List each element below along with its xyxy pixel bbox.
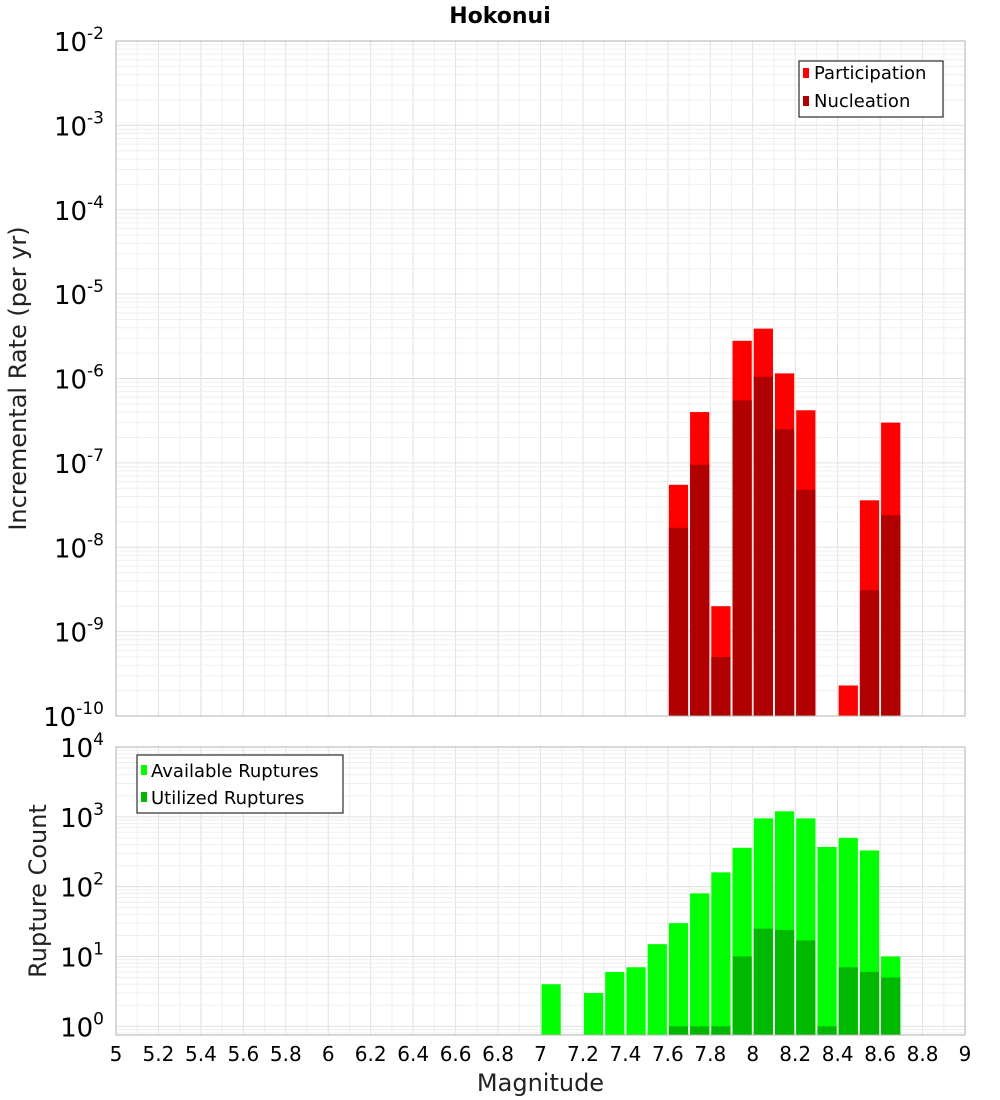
magnitude-x-tick-labels: 5 5.2 5.4 5.6 5.8 6 6.2 6.4 6.6 6.8 7 7.2 7.4 7.6 7.8 8…	[110, 1042, 972, 1066]
legend-label-available-ruptures: Available Ruptures	[151, 761, 319, 782]
y-tick-label: 10-2	[54, 24, 104, 58]
count-y-axis-label: Rupture Count	[24, 804, 52, 978]
count-bar-available-ruptures	[647, 944, 667, 1035]
y-tick-label: 10-8	[54, 530, 104, 564]
rate-y-axis-label: Incremental Rate (per yr)	[4, 226, 32, 530]
x-tick-label: 7.6	[652, 1042, 684, 1066]
x-tick-label: 6	[322, 1042, 335, 1066]
x-tick-label: 8.2	[779, 1042, 811, 1066]
rate-legend-box	[798, 60, 944, 118]
rate-bar-nucleation	[690, 464, 710, 716]
y-tick-label: 10-6	[54, 362, 104, 396]
x-tick-label: 7	[534, 1042, 547, 1066]
x-axis-label: Magnitude	[477, 1069, 604, 1097]
legend-label-participation: Participation	[814, 63, 926, 84]
rate-bar-nucleation	[859, 590, 880, 716]
x-tick-label: 8.6	[864, 1042, 896, 1066]
count-bar-available-ruptures	[626, 967, 646, 1035]
rate-bar-nucleation	[881, 515, 901, 716]
legend-swatch-available-ruptures	[141, 765, 147, 775]
count-bar-available-ruptures	[583, 992, 604, 1035]
count-bar-available-ruptures	[817, 846, 837, 1035]
rate-gridlines	[115, 40, 966, 717]
count-bar-utilized-ruptures	[859, 971, 880, 1035]
x-tick-label: 9	[959, 1042, 972, 1066]
x-tick-label: 5.6	[227, 1042, 259, 1066]
count-bar-utilized-ruptures	[838, 967, 858, 1035]
x-tick-label: 8	[746, 1042, 759, 1066]
rate-bar-nucleation	[753, 376, 773, 716]
count-legend-box	[136, 754, 344, 814]
x-tick-label: 7.8	[694, 1042, 726, 1066]
x-tick-label: 6.4	[397, 1042, 429, 1066]
x-tick-label: 5.8	[270, 1042, 302, 1066]
x-tick-label: 6.6	[440, 1042, 472, 1066]
rate-bar-nucleation	[732, 400, 752, 716]
count-bar-utilized-ruptures	[774, 929, 795, 1035]
x-tick-label: 5.4	[185, 1042, 217, 1066]
y-tick-label: 10-4	[54, 193, 104, 227]
y-tick-label: 10-3	[54, 108, 104, 142]
y-tick-label: 104	[60, 730, 104, 764]
count-bar-utilized-ruptures	[817, 1026, 837, 1035]
y-tick-label: 102	[60, 870, 104, 904]
rate-bar-nucleation	[796, 489, 816, 716]
x-tick-label: 6.8	[482, 1042, 514, 1066]
count-bar-utilized-ruptures	[690, 1026, 710, 1035]
rate-bar-nucleation	[668, 527, 689, 716]
x-tick-label: 6.2	[355, 1042, 387, 1066]
count-bar-utilized-ruptures	[881, 977, 901, 1035]
chart-title: Hokonui	[449, 4, 551, 29]
rate-y-tick-labels: 10-10 10-9 10-8 10-7 10-6 10-5 10-4 10-3 10-2	[43, 24, 104, 733]
x-tick-label: 8.4	[822, 1042, 854, 1066]
rate-bar-nucleation	[774, 429, 795, 716]
count-bar-utilized-ruptures	[753, 928, 773, 1035]
y-tick-label: 100	[60, 1009, 104, 1043]
count-plot-border	[115, 746, 966, 1036]
rate-legend: Participation Nucleation	[798, 60, 944, 118]
count-legend: Available Ruptures Utilized Ruptures	[136, 754, 344, 814]
x-tick-label: 7.4	[609, 1042, 641, 1066]
count-bar-available-ruptures	[668, 923, 689, 1035]
y-tick-label: 101	[60, 939, 104, 973]
rate-plot-border	[115, 40, 966, 717]
legend-swatch-nucleation	[803, 96, 809, 106]
count-y-tick-labels: 100 101 102 103 104	[60, 730, 104, 1043]
count-bar-available-ruptures	[711, 872, 731, 1035]
x-tick-label: 5.2	[143, 1042, 175, 1066]
legend-swatch-utilized-ruptures	[141, 792, 147, 802]
y-tick-label: 10-5	[54, 277, 104, 311]
legend-label-utilized-ruptures: Utilized Ruptures	[151, 788, 304, 809]
rate-bar-participation	[838, 685, 858, 716]
y-tick-label: 103	[60, 800, 104, 834]
legend-swatch-participation	[803, 68, 809, 78]
y-tick-label: 10-7	[54, 446, 104, 480]
count-bars	[541, 811, 901, 1035]
y-tick-label: 10-9	[54, 615, 104, 649]
x-tick-label: 5	[110, 1042, 123, 1066]
count-bar-utilized-ruptures	[668, 1026, 689, 1035]
count-bar-utilized-ruptures	[796, 940, 816, 1035]
x-tick-label: 7.2	[567, 1042, 599, 1066]
count-bar-utilized-ruptures	[711, 1026, 731, 1035]
count-bar-available-ruptures	[541, 984, 561, 1035]
count-bar-available-ruptures	[605, 971, 625, 1035]
rate-bars	[668, 328, 901, 716]
rate-bar-nucleation	[711, 657, 731, 716]
count-bar-utilized-ruptures	[732, 956, 752, 1035]
count-bar-available-ruptures	[690, 893, 710, 1035]
y-tick-label: 10-10	[43, 699, 104, 733]
x-tick-label: 8.8	[907, 1042, 939, 1066]
legend-label-nucleation: Nucleation	[814, 91, 910, 112]
